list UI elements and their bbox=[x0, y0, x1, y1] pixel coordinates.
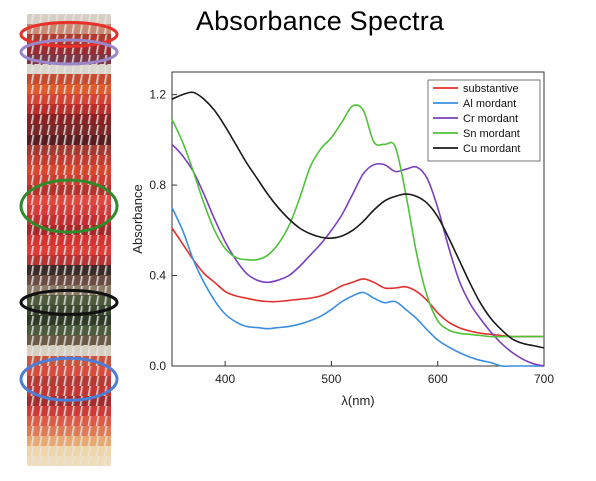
yarn-swatch bbox=[27, 255, 111, 266]
legend-label: substantive bbox=[463, 83, 519, 95]
yarn-swatch bbox=[27, 214, 111, 226]
swatch-highlight-circle bbox=[19, 20, 119, 48]
legend-label: Cu mordant bbox=[463, 143, 520, 155]
x-tick-label: 600 bbox=[428, 372, 448, 386]
x-tick-label: 500 bbox=[321, 372, 341, 386]
page-title: Absorbance Spectra bbox=[195, 6, 445, 36]
yarn-swatch bbox=[27, 154, 111, 166]
yarn-swatch bbox=[27, 14, 111, 25]
yarn-swatch bbox=[27, 84, 111, 95]
yarn-swatch bbox=[27, 54, 111, 65]
legend-label: Al mordant bbox=[463, 98, 516, 110]
series-line-cr-mordant bbox=[171, 143, 545, 367]
yarn-swatch bbox=[27, 375, 111, 387]
yarn-swatch bbox=[27, 415, 111, 427]
series-line-al-mordant bbox=[171, 207, 544, 368]
yarn-swatch bbox=[27, 64, 111, 75]
yarn-swatch bbox=[27, 114, 111, 125]
yarn-swatch bbox=[27, 124, 111, 136]
yarn-swatch bbox=[27, 204, 111, 216]
yarn-swatch bbox=[27, 305, 111, 316]
yarn-swatch bbox=[27, 425, 111, 437]
swatch-highlight-circle bbox=[19, 288, 119, 316]
swatch-highlight-circles bbox=[19, 20, 119, 402]
series-line-cu-mordant bbox=[171, 91, 545, 349]
y-tick-label: 0.4 bbox=[149, 269, 166, 283]
plot-area bbox=[171, 71, 545, 367]
yarn-swatch bbox=[27, 224, 111, 236]
yarn-swatch bbox=[27, 365, 111, 377]
yarn-swatch bbox=[27, 194, 111, 206]
yarn-swatch bbox=[27, 144, 111, 156]
legend: substantive Al mordant Cr mordant Sn mordan… bbox=[427, 79, 541, 162]
y-axis-label: Absorbance bbox=[130, 184, 145, 253]
y-tick-label: 0.0 bbox=[149, 359, 166, 373]
yarn-swatch bbox=[27, 104, 111, 115]
series-line-sn-mordant bbox=[171, 104, 544, 338]
x-tick-label: 400 bbox=[215, 372, 235, 386]
x-axis-label: λ(nm) bbox=[341, 393, 374, 408]
legend-label: Sn mordant bbox=[463, 128, 520, 140]
series-lines bbox=[171, 91, 545, 368]
yarn-swatch bbox=[27, 74, 111, 85]
x-tick-label: 700 bbox=[534, 372, 554, 386]
yarn-swatch bbox=[27, 455, 111, 466]
yarn-swatch bbox=[27, 345, 111, 356]
swatch-highlight-circle bbox=[19, 38, 119, 66]
yarn-swatch bbox=[27, 445, 111, 457]
y-tick-label: 1.2 bbox=[149, 88, 166, 102]
axis-ticks: 400 500 600 700 0.0 0.4 0.8 1.2 bbox=[149, 88, 554, 386]
yarn-swatch bbox=[27, 435, 111, 447]
yarn-swatch-strip bbox=[27, 14, 111, 466]
yarn-swatch bbox=[27, 164, 111, 176]
series-line-substantive bbox=[171, 227, 544, 338]
yarn-swatch bbox=[27, 234, 111, 246]
yarn-swatch bbox=[27, 405, 111, 417]
yarn-swatch bbox=[27, 44, 111, 55]
yarn-swatch bbox=[27, 335, 111, 346]
yarn-swatch bbox=[27, 134, 111, 146]
yarn-swatch bbox=[27, 315, 111, 326]
yarn-swatch bbox=[27, 265, 111, 276]
yarn-swatch bbox=[27, 24, 111, 35]
yarn-swatch bbox=[27, 184, 111, 196]
yarn-swatch bbox=[27, 295, 111, 306]
legend-label: Cr mordant bbox=[463, 113, 518, 125]
y-tick-label: 0.8 bbox=[149, 178, 166, 192]
yarn-swatch bbox=[27, 355, 111, 367]
swatch-highlight-circle bbox=[19, 356, 119, 402]
yarn-swatch bbox=[27, 245, 111, 256]
yarn-swatch bbox=[27, 385, 111, 397]
yarn-swatch bbox=[27, 94, 111, 105]
yarn-swatch bbox=[27, 325, 111, 336]
swatch-highlight-circle bbox=[19, 178, 119, 234]
yarn-swatch bbox=[27, 275, 111, 286]
